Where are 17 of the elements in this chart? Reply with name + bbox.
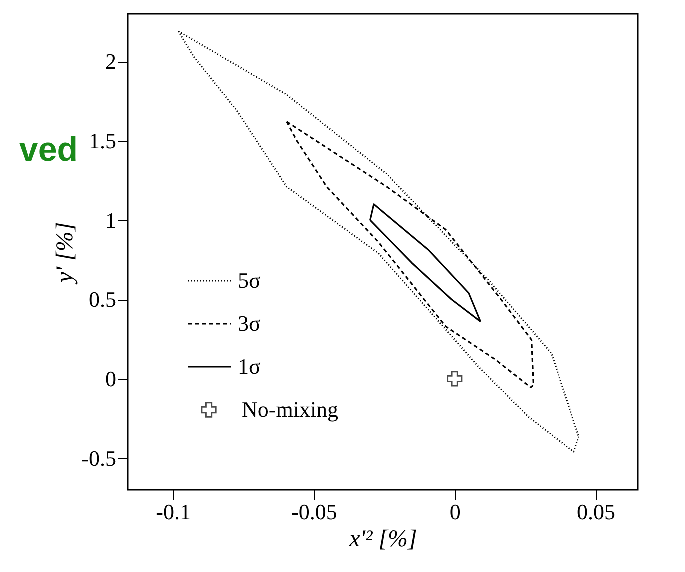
y-tick-label: -0.5 (82, 446, 116, 471)
legend-label: 3σ (238, 311, 261, 336)
text: ved (19, 131, 78, 169)
y-tick-label: 1.5 (89, 128, 116, 154)
y-tick-label: 1 (106, 208, 116, 233)
y-tick-label: 2 (106, 49, 116, 74)
x-tick-label: 0 (450, 500, 461, 524)
x-tick-label: -0.1 (156, 500, 191, 524)
y-axis-title: y' [%] (52, 222, 79, 285)
legend-label: No-mixing (242, 397, 339, 422)
legend-label: 5σ (238, 268, 261, 293)
x-tick-label: -0.05 (292, 500, 338, 524)
y-tick-label: 0 (106, 366, 116, 392)
x-axis-title: x'² [%] (348, 526, 418, 552)
x-tick-label: 0.05 (576, 500, 616, 524)
legend-label: 1σ (238, 354, 261, 379)
y-tick-label: 0.5 (89, 287, 116, 312)
